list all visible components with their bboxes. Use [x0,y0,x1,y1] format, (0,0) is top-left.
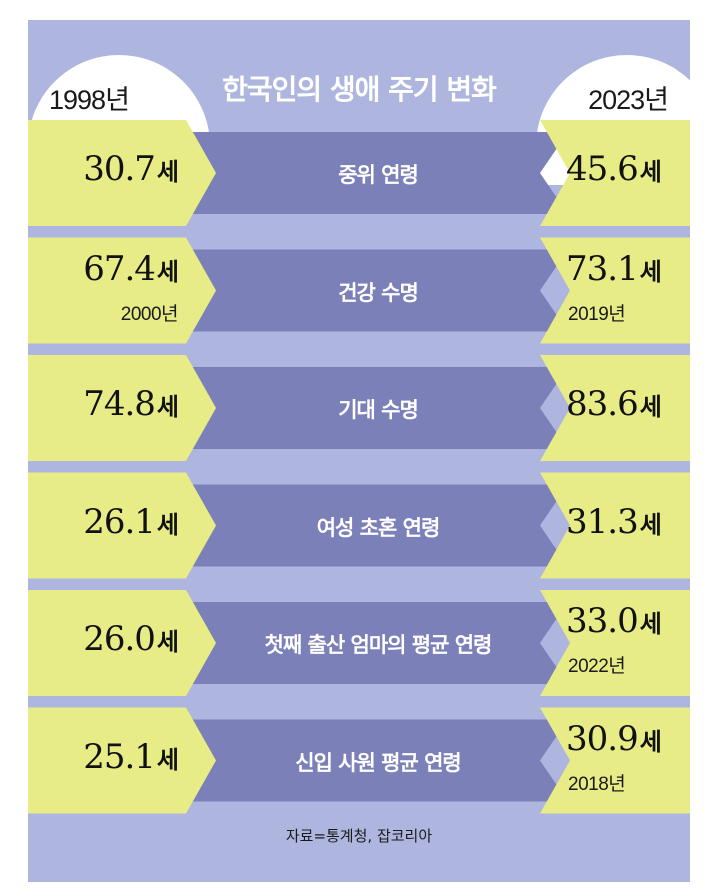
row-band [178,132,568,214]
left-value: 30.7세 [83,149,179,189]
row-label: 여성 초혼 연령 [316,515,441,540]
left-value: 74.8세 [83,384,179,424]
row-label: 중위 연령 [338,163,419,187]
right-year-note: 2019년 [568,303,626,325]
row-band [178,602,568,684]
row-label: 건강 수명 [338,280,419,305]
row-label: 기대 수명 [338,398,419,422]
year-left: 1998년 [49,85,130,115]
right-value-box [540,355,690,461]
source-note: 자료=통계청, 잡코리아 [285,827,433,845]
left-value: 26.0세 [83,619,179,659]
year-right: 2023년 [588,85,669,115]
row-band [178,719,568,802]
right-value-box [540,472,690,579]
row-band [178,484,568,567]
left-value: 67.4세 [83,248,179,289]
right-year-note: 2022년 [568,656,626,677]
right-value-box [540,590,690,696]
right-value: 45.6세 [566,149,662,189]
right-value: 31.3세 [566,501,662,542]
right-value: 33.0세 [566,601,662,641]
right-value-box [540,120,690,226]
row-label: 첫째 출산 엄마의 평균 연령 [264,633,493,657]
rows-graphic [28,120,690,814]
left-value: 25.1세 [83,736,179,777]
right-year-note: 2018년 [568,773,626,795]
right-value-box [540,707,690,814]
left-value-box [28,590,216,696]
row-band [178,249,568,332]
left-value-box [28,355,216,461]
left-value: 26.1세 [83,501,179,542]
left-value-box [28,707,216,814]
left-value-box [28,120,216,226]
right-value: 73.1세 [566,248,662,289]
infographic-title: 한국인의 생애 주기 변화 [222,73,497,106]
right-value: 83.6세 [566,384,662,424]
left-year-note: 2000년 [120,303,179,325]
row-label: 신입 사원 평균 연령 [295,750,462,775]
row-band [178,367,568,449]
infographic-panel: 1998년 2023년 한국인의 생애 주기 변화 30.7세 45.6세 중위 연… [28,20,690,882]
right-value: 30.9세 [566,718,662,759]
left-value-box [28,472,216,579]
left-value-box [28,237,216,344]
right-value-box [540,237,690,344]
